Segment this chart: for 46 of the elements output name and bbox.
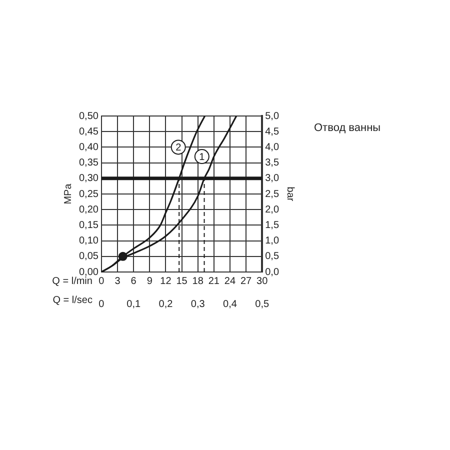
x-axis-title: Q = l/min <box>52 276 92 287</box>
y-tick-label: 0,45 <box>78 126 99 138</box>
y2-axis-title: bar <box>284 186 296 202</box>
x-tick-label: 27 <box>240 276 252 287</box>
x2-tick-label: 0,3 <box>190 298 206 310</box>
y2-tick-label: 1,5 <box>265 220 280 231</box>
series-label: 1 <box>199 152 206 163</box>
text: Отвод ванны <box>314 122 381 134</box>
y2-tick-label: 0,5 <box>265 251 280 262</box>
y2-tick-label: 1,0 <box>265 236 280 247</box>
y-tick-label: 0,15 <box>78 220 99 231</box>
x-tick-label: 18 <box>192 276 204 287</box>
x2-tick-label: 0,4 <box>223 298 238 310</box>
y-tick-label: 0,30 <box>78 173 99 184</box>
x2-tick-label: 0 <box>98 298 105 310</box>
y2-tick-label: 4,0 <box>265 142 280 153</box>
x2-tick-label: 0,1 <box>126 298 141 310</box>
x-tick-label: 15 <box>176 276 188 287</box>
y-axis-title: MPa <box>62 183 74 204</box>
y2-tick-label: 5,0 <box>265 110 280 122</box>
x-tick-label: 12 <box>160 276 172 287</box>
y2-tick-label: 2,0 <box>265 204 280 216</box>
x2-tick-label: 0,2 <box>158 298 174 310</box>
x-tick-label: 9 <box>146 276 153 287</box>
y-tick-label: 0,20 <box>78 204 99 216</box>
y2-tick-label: 3,5 <box>265 158 280 169</box>
y-tick-label: 0,40 <box>78 142 99 153</box>
y2-tick-label: 0,0 <box>265 266 280 278</box>
x-tick-label: 0 <box>98 276 105 287</box>
y-tick-label: 0,00 <box>78 266 99 278</box>
x-tick-label: 21 <box>208 276 220 287</box>
y2-tick-label: 2,5 <box>265 188 280 200</box>
x-tick-label: 3 <box>114 276 121 287</box>
x-tick-label: 24 <box>224 276 236 287</box>
y2-tick-label: 3,0 <box>265 173 280 184</box>
y-tick-label: 0,10 <box>78 236 99 247</box>
y-tick-label: 0,50 <box>78 110 99 122</box>
x2-tick-label: 0,5 <box>255 298 270 310</box>
y-tick-label: 0,25 <box>78 188 99 200</box>
y2-tick-label: 4,5 <box>265 126 280 138</box>
y-tick-label: 0,35 <box>78 158 99 169</box>
x-tick-label: 6 <box>130 276 137 287</box>
x2-axis-title: Q = l/sec <box>52 294 92 306</box>
series-label: 2 <box>176 142 182 154</box>
x-tick-label: 30 <box>256 276 268 287</box>
y-tick-label: 0,05 <box>78 251 99 262</box>
